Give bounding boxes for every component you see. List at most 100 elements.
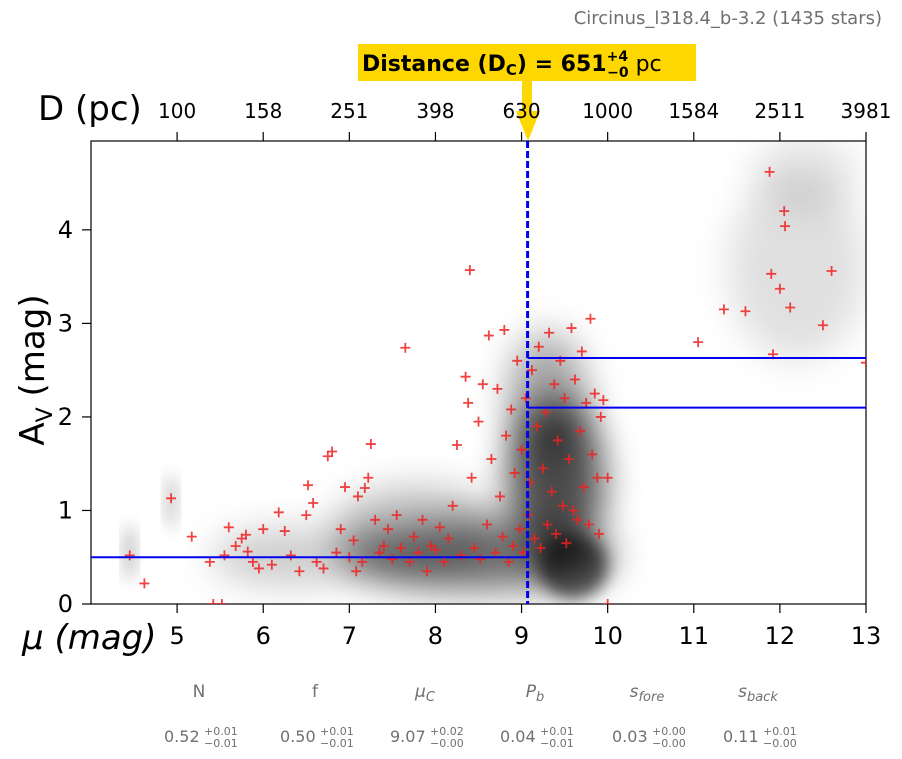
top-tick-label: 398: [416, 99, 454, 123]
param-minus: −0.00: [652, 737, 686, 750]
param-value: 0.03: [612, 727, 648, 746]
x-tick-label: 5: [169, 622, 184, 650]
density-blob: [754, 141, 858, 212]
top-axis: 100 158 251 398 630 1000 1584 2511 3981: [158, 99, 891, 141]
data-point: [526, 365, 537, 376]
y-axis-label: AV (mag): [13, 294, 58, 445]
data-point: [279, 526, 290, 537]
data-point: [311, 556, 322, 567]
param-name: sfore: [630, 682, 665, 705]
data-point: [779, 206, 790, 217]
data-point: [516, 444, 527, 455]
param-minus: −0.01: [540, 737, 574, 750]
param-name: Pb: [526, 682, 545, 705]
data-point: [492, 383, 503, 394]
data-point: [370, 514, 381, 525]
data-point: [509, 468, 520, 479]
data-point: [460, 371, 471, 382]
data-point: [266, 559, 277, 570]
data-point: [258, 524, 269, 535]
data-point: [387, 554, 398, 565]
data-point: [230, 541, 241, 552]
param-value: 9.07: [390, 727, 426, 746]
data-point: [546, 486, 557, 497]
param-minus: −0.01: [320, 737, 354, 750]
data-point: [417, 514, 428, 525]
x-tick-label: 6: [256, 622, 271, 650]
data-point: [764, 166, 775, 177]
param-plus: +0.00: [652, 725, 686, 738]
distance-banner-bg: [358, 44, 696, 81]
param-plus: +0.02: [430, 725, 464, 738]
x-tick-label: 9: [514, 622, 529, 650]
data-point: [204, 556, 215, 567]
top-axis-label: D (pc): [38, 89, 142, 129]
data-point: [569, 374, 580, 385]
data-point: [447, 500, 458, 511]
param-minus: −0.00: [430, 737, 464, 750]
param-name: sback: [738, 682, 778, 705]
data-point: [359, 483, 370, 494]
data-point: [301, 510, 312, 521]
x-tick-label: 11: [679, 622, 710, 650]
data-point: [861, 357, 866, 368]
top-tick-label: 158: [244, 99, 282, 123]
data-point: [464, 265, 475, 276]
plot-frame: [90, 140, 867, 605]
data-point: [766, 268, 777, 279]
data-point: [568, 505, 579, 516]
data-point: [501, 430, 512, 441]
y-tick-label: 4: [58, 216, 73, 244]
data-point: [378, 541, 389, 552]
scatter-points: [124, 166, 866, 604]
data-point: [497, 531, 508, 542]
data-point: [241, 529, 251, 540]
data-point: [408, 531, 419, 542]
data-point: [318, 563, 329, 574]
top-tick-label: 630: [502, 99, 540, 123]
x-tick-label: 10: [592, 622, 623, 650]
data-point: [532, 421, 543, 432]
data-point: [473, 416, 484, 427]
data-point: [331, 547, 342, 558]
x-tick-label: 7: [342, 622, 357, 650]
data-point: [400, 342, 411, 353]
data-point: [348, 535, 359, 546]
y-tick-label: 2: [58, 403, 73, 431]
model-lines: [91, 141, 866, 604]
data-point: [575, 425, 586, 436]
data-point: [383, 524, 394, 535]
distance-arrow: [516, 81, 540, 141]
data-point: [451, 439, 462, 450]
data-point: [365, 439, 376, 450]
param-value: 0.04: [500, 727, 536, 746]
data-point: [486, 454, 497, 465]
top-tick-label: 251: [330, 99, 368, 123]
arrow-shaft: [522, 81, 532, 113]
data-point: [223, 522, 234, 533]
data-point: [208, 599, 219, 604]
data-point: [693, 337, 704, 348]
data-point: [581, 397, 592, 408]
data-point: [139, 578, 150, 589]
param-plus: +0.01: [204, 725, 238, 738]
data-point: [542, 519, 553, 530]
x-tick-label: 12: [765, 622, 796, 650]
top-tick-label: 100: [158, 99, 196, 123]
param-plus: +0.01: [763, 725, 797, 738]
param-name: f: [312, 682, 319, 702]
data-point: [495, 491, 506, 502]
data-point: [124, 550, 135, 561]
data-point: [512, 355, 523, 366]
cloud-label: Circinus_l318.4_b-3.2 (1435 stars): [574, 8, 882, 29]
data-point: [740, 306, 751, 317]
data-point: [576, 346, 587, 357]
density-blob: [538, 533, 608, 600]
data-point: [587, 449, 598, 460]
data-point: [549, 379, 560, 390]
data-point: [561, 538, 572, 549]
data-point: [374, 547, 385, 558]
data-point: [434, 522, 445, 533]
